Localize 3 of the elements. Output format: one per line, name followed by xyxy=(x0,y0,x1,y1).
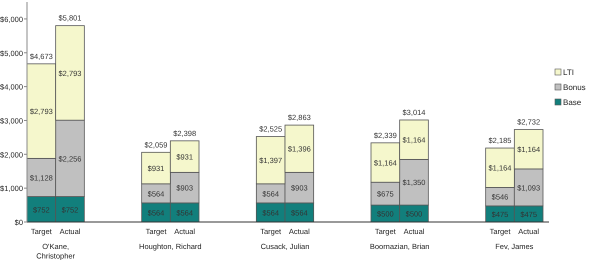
legend-label: LTI xyxy=(563,68,574,77)
legend-label: Bonus xyxy=(563,83,586,92)
legend-label: Base xyxy=(563,98,582,107)
